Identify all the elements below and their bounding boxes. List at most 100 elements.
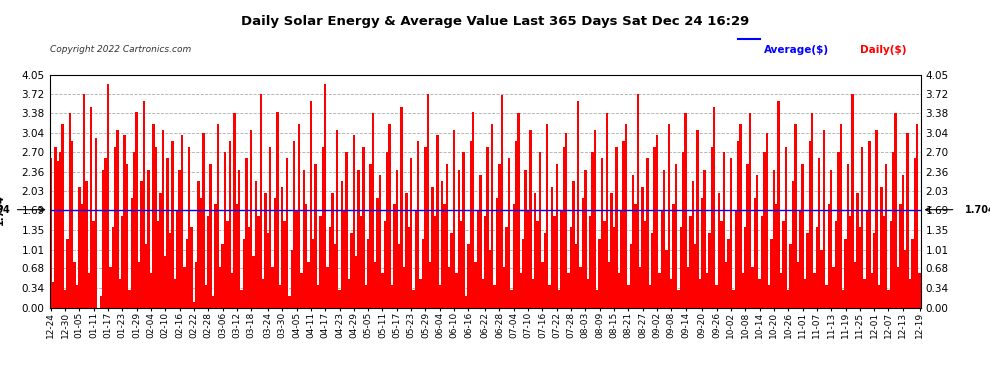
- Text: 1.704: 1.704: [0, 205, 10, 214]
- Bar: [197, 181, 200, 308]
- Bar: [357, 170, 359, 308]
- Bar: [596, 290, 599, 308]
- Bar: [374, 262, 376, 308]
- Bar: [627, 285, 630, 308]
- Bar: [63, 290, 66, 308]
- Bar: [432, 187, 434, 308]
- Bar: [532, 279, 534, 308]
- Bar: [853, 262, 856, 308]
- Bar: [544, 233, 545, 308]
- Bar: [548, 285, 550, 308]
- Bar: [515, 141, 518, 308]
- Bar: [286, 158, 288, 308]
- Bar: [446, 164, 448, 308]
- Bar: [210, 164, 212, 308]
- Bar: [169, 233, 171, 308]
- Bar: [849, 216, 851, 308]
- Bar: [586, 279, 589, 308]
- Bar: [188, 147, 190, 308]
- Bar: [861, 147, 863, 308]
- Bar: [336, 129, 339, 308]
- Bar: [694, 244, 696, 308]
- Bar: [396, 170, 398, 308]
- Bar: [161, 129, 164, 308]
- Bar: [640, 267, 642, 308]
- Bar: [214, 204, 217, 308]
- Bar: [455, 273, 457, 308]
- Bar: [537, 221, 539, 308]
- Bar: [264, 193, 266, 308]
- Bar: [131, 198, 133, 308]
- Bar: [644, 221, 646, 308]
- Bar: [129, 290, 131, 308]
- Bar: [675, 164, 677, 308]
- Bar: [462, 153, 465, 308]
- Bar: [914, 158, 916, 308]
- Bar: [300, 273, 303, 308]
- Bar: [486, 147, 489, 308]
- Bar: [369, 164, 371, 308]
- Bar: [154, 147, 156, 308]
- Bar: [467, 244, 469, 308]
- Bar: [452, 129, 455, 308]
- Bar: [291, 250, 293, 307]
- Bar: [66, 238, 68, 308]
- Bar: [50, 158, 51, 308]
- Bar: [403, 267, 405, 308]
- Bar: [124, 135, 126, 308]
- Bar: [611, 193, 613, 308]
- Bar: [684, 114, 687, 308]
- Bar: [550, 187, 553, 308]
- Bar: [651, 233, 653, 308]
- Text: 1.704: 1.704: [965, 205, 990, 214]
- Bar: [121, 216, 124, 308]
- Bar: [271, 267, 274, 308]
- Bar: [95, 138, 97, 308]
- Bar: [477, 210, 479, 308]
- Bar: [503, 267, 505, 308]
- Bar: [434, 216, 437, 308]
- Bar: [315, 164, 317, 308]
- Bar: [205, 285, 207, 308]
- Bar: [748, 114, 751, 308]
- Bar: [642, 187, 644, 308]
- Bar: [830, 170, 833, 308]
- Bar: [699, 279, 701, 308]
- Bar: [367, 238, 369, 308]
- Bar: [347, 279, 350, 308]
- Bar: [248, 227, 250, 308]
- Bar: [266, 233, 269, 308]
- Bar: [250, 129, 252, 308]
- Bar: [907, 133, 909, 308]
- Bar: [51, 282, 54, 308]
- Bar: [880, 187, 882, 308]
- Bar: [518, 114, 520, 308]
- Bar: [107, 84, 109, 308]
- Bar: [763, 153, 765, 308]
- Bar: [229, 141, 231, 308]
- Bar: [350, 233, 352, 308]
- Bar: [254, 181, 257, 308]
- Bar: [207, 216, 210, 308]
- Bar: [472, 112, 474, 308]
- Bar: [887, 290, 890, 308]
- Bar: [655, 135, 658, 308]
- Bar: [178, 170, 181, 308]
- Bar: [794, 124, 797, 308]
- Bar: [667, 124, 670, 308]
- Bar: [400, 106, 403, 308]
- Bar: [437, 135, 439, 308]
- Bar: [136, 112, 138, 308]
- Bar: [393, 204, 396, 308]
- Bar: [909, 279, 911, 308]
- Bar: [773, 170, 775, 308]
- Bar: [243, 238, 246, 308]
- Bar: [288, 296, 291, 307]
- Bar: [856, 193, 858, 308]
- Bar: [379, 176, 381, 308]
- Bar: [873, 233, 875, 308]
- Text: Daily Solar Energy & Average Value Last 365 Days Sat Dec 24 16:29: Daily Solar Energy & Average Value Last …: [241, 15, 749, 28]
- Bar: [663, 170, 665, 308]
- Bar: [828, 204, 830, 308]
- Bar: [173, 279, 176, 308]
